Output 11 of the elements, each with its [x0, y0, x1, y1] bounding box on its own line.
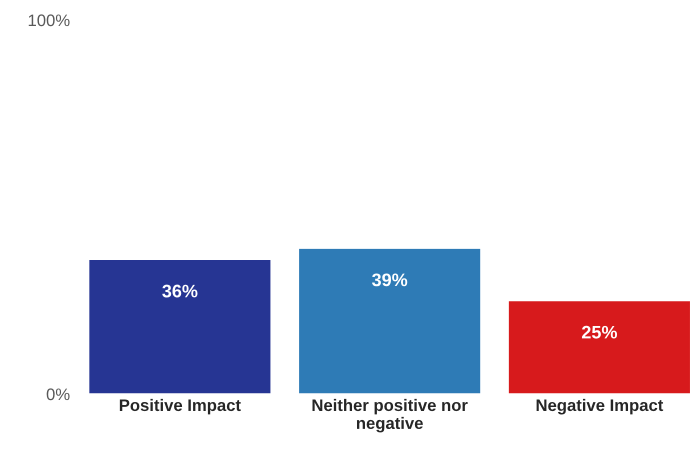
bar: [88, 258, 272, 394]
x-tick-label: Negative Impact: [536, 398, 664, 414]
bar: [507, 300, 692, 394]
data-label: 25%: [582, 326, 618, 339]
data-label: 36%: [162, 284, 198, 298]
bar: [298, 247, 482, 394]
y-tick-label: 100%: [28, 14, 70, 26]
x-tick-label: Neither positive nor negative: [312, 398, 468, 432]
x-tick-label: Positive Impact: [120, 398, 241, 414]
data-label: 39%: [372, 273, 408, 286]
y-tick-label: 0%: [46, 388, 70, 400]
